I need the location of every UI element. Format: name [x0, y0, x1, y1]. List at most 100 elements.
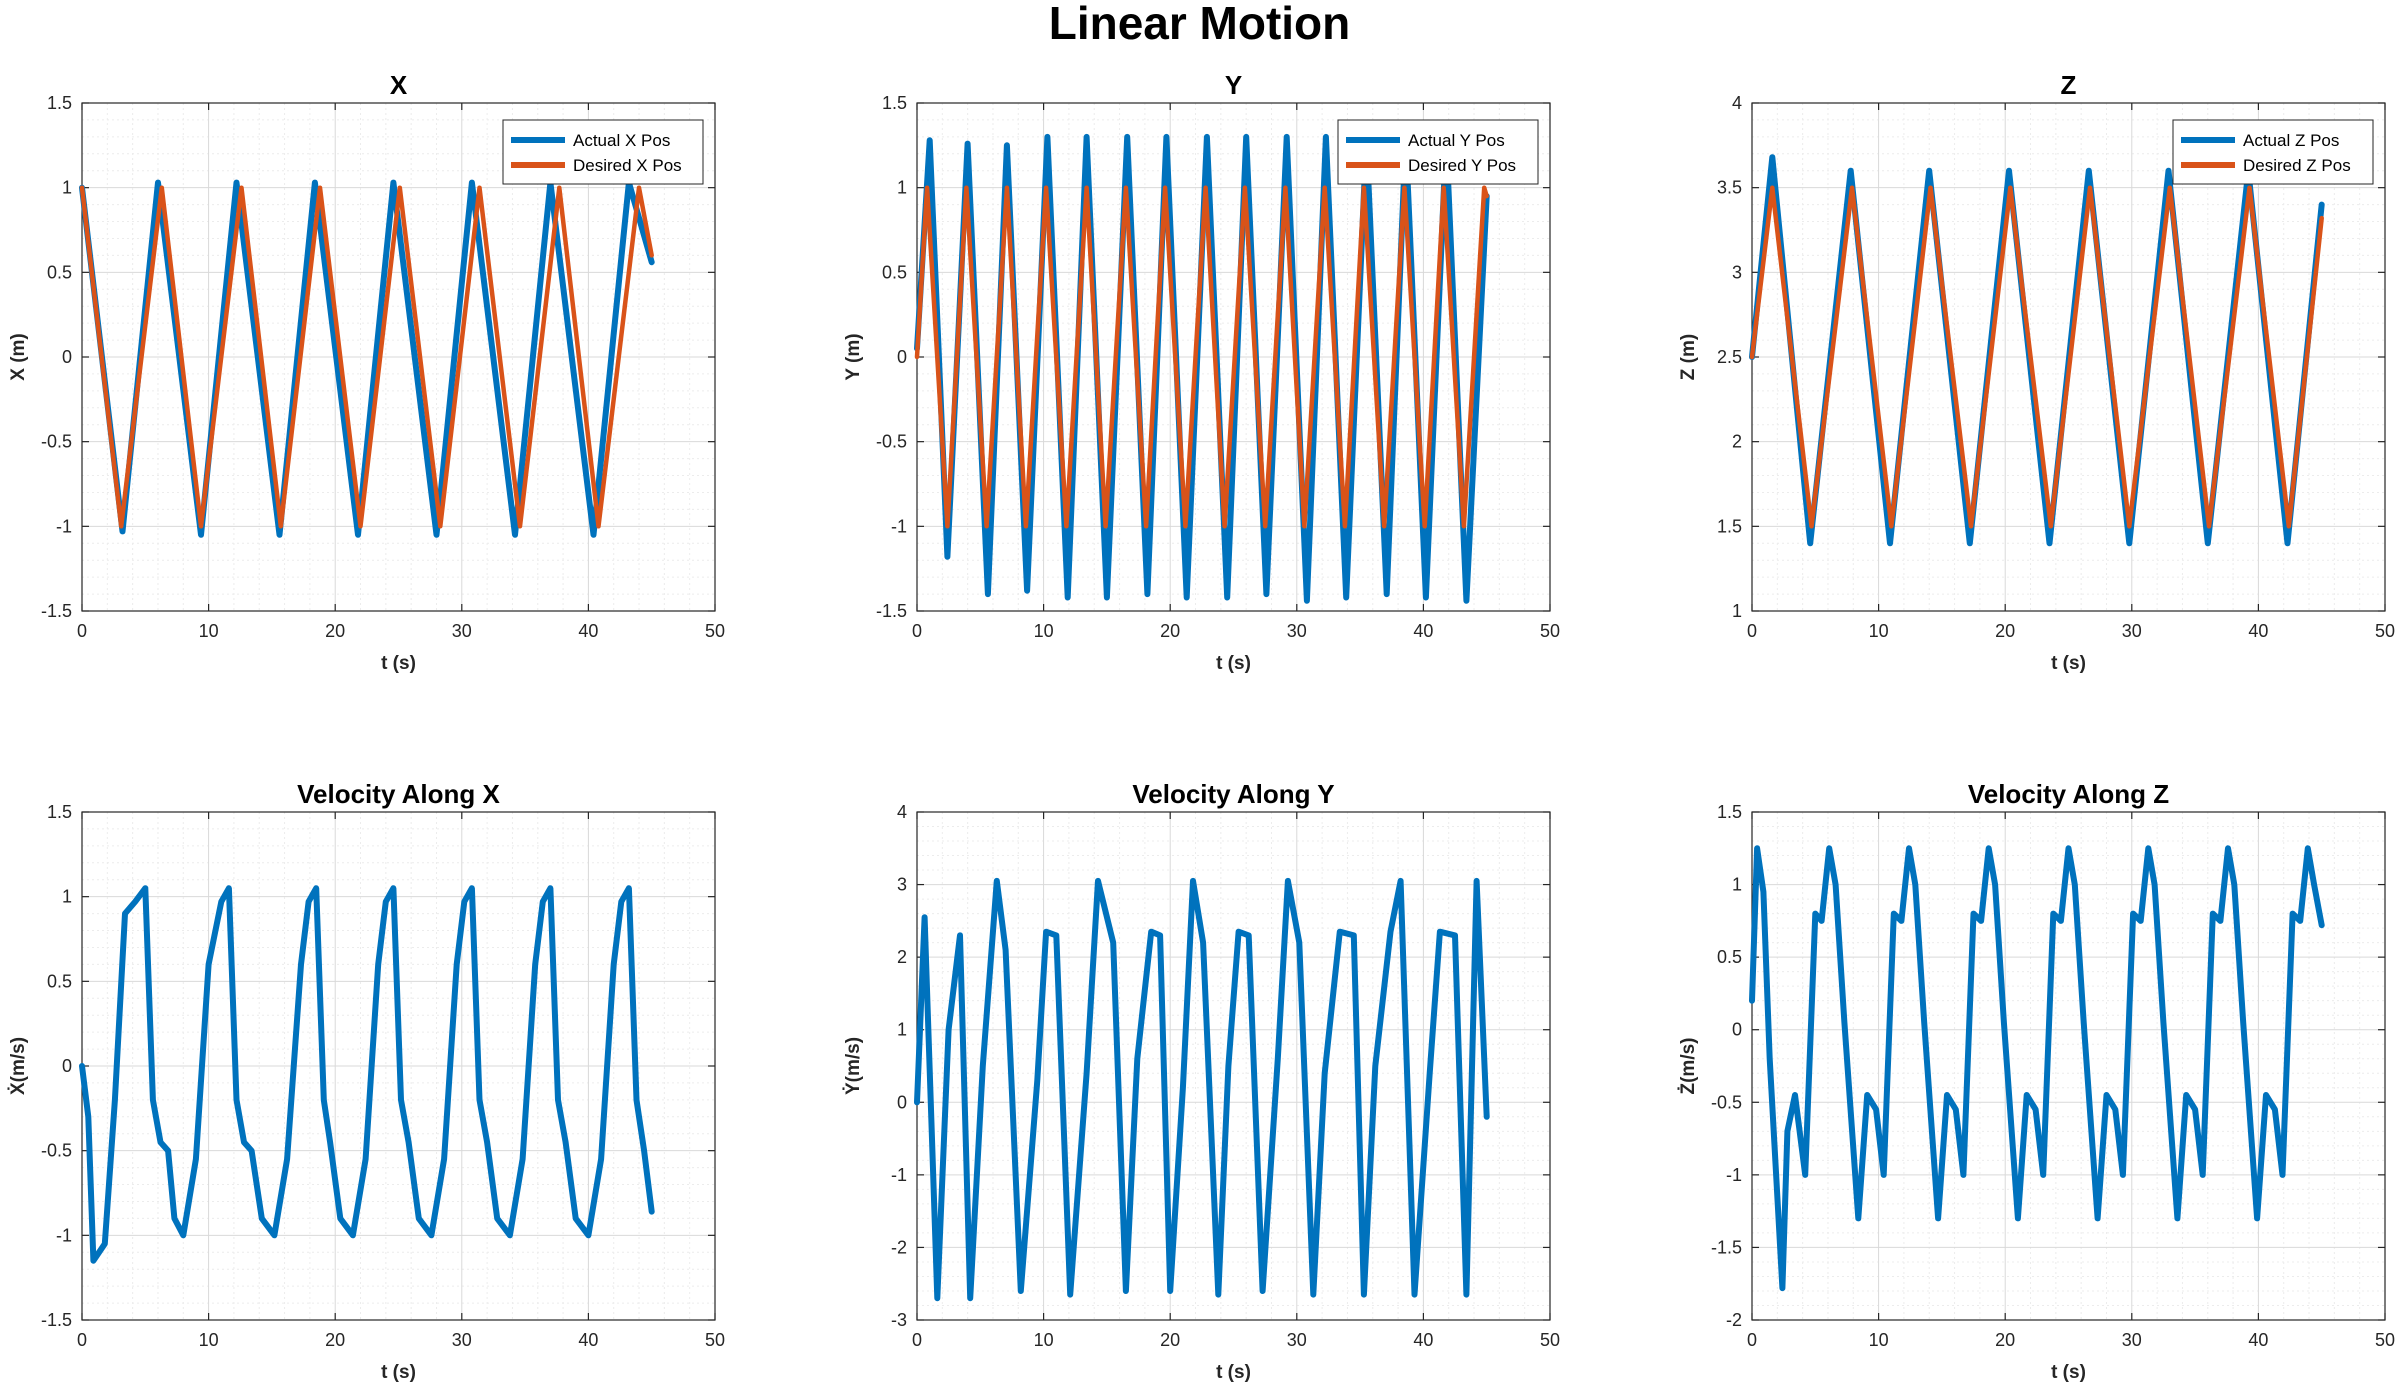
x-tick-label: 30 — [2122, 1330, 2142, 1350]
y-tick-label: 1.5 — [47, 93, 72, 113]
y-tick-label: 1.5 — [47, 802, 72, 822]
y-tick-label: -0.5 — [41, 432, 72, 452]
y-tick-label: -2 — [891, 1237, 907, 1257]
x-tick-label: 30 — [452, 621, 472, 641]
chart-panel-3: 0 10 20 30 40 50 1 1.5 2 2.5 3 3.5 4 Zt (s) Z (m) Actua… — [1678, 70, 2395, 674]
y-tick-label: 1 — [1732, 875, 1742, 895]
chart-panel-6: 0 10 20 30 40 50 -2 -1.5 -1 -0.5 0 0.5 1 1.5 Velocity … — [1678, 779, 2395, 1383]
y-tick-label: 3 — [897, 875, 907, 895]
x-tick-label: 0 — [912, 621, 922, 641]
x-tick-label: 0 — [77, 621, 87, 641]
y-tick-label: 1.5 — [1717, 516, 1742, 536]
x-tick-label: 30 — [2122, 621, 2142, 641]
x-tick-label: 50 — [1540, 621, 1560, 641]
x-tick-label: 50 — [705, 1330, 725, 1350]
y-axis-label: Ż(m/s) — [1678, 1038, 1699, 1095]
y-tick-label: 0 — [897, 347, 907, 367]
y-tick-label: 2 — [1732, 432, 1742, 452]
x-axis-label: t (s) — [2051, 1362, 2086, 1383]
y-axis-label: Y (m) — [843, 333, 864, 380]
x-tick-label: 0 — [1747, 621, 1757, 641]
x-tick-label: 40 — [2248, 1330, 2268, 1350]
chart-title: Z — [2061, 70, 2077, 100]
y-tick-label: -1.5 — [41, 601, 72, 621]
y-tick-label: 3 — [1732, 262, 1742, 282]
legend: Actual Z Pos Desired Z Pos — [2172, 119, 2374, 185]
x-tick-label: 0 — [77, 1330, 87, 1350]
y-tick-label: -0.5 — [1711, 1092, 1742, 1112]
figure-title: Linear Motion — [1048, 0, 1351, 49]
series-line-velocity — [79, 885, 655, 1264]
y-tick-label: -1 — [891, 516, 907, 536]
x-tick-label: 20 — [1995, 621, 2015, 641]
y-tick-label: -1 — [1726, 1165, 1742, 1185]
y-tick-label: 1.5 — [882, 93, 907, 113]
x-tick-label: 10 — [1034, 1330, 1054, 1350]
y-axis-label: Ẏ(m/s) — [843, 1037, 864, 1095]
legend-label: Actual X Pos — [573, 131, 670, 150]
x-axis-label: t (s) — [1216, 1362, 1251, 1383]
x-tick-label: 50 — [2375, 621, 2395, 641]
x-tick-label: 10 — [1869, 621, 1889, 641]
y-axis-label: Ẋ(m/s) — [8, 1037, 29, 1095]
y-tick-label: 0 — [62, 1056, 72, 1076]
y-tick-label: 1.5 — [1717, 802, 1742, 822]
legend-box — [1337, 119, 1539, 185]
y-tick-label: 2.5 — [1717, 347, 1742, 367]
x-tick-label: 50 — [705, 621, 725, 641]
y-tick-label: -0.5 — [876, 432, 907, 452]
x-tick-label: 10 — [1869, 1330, 1889, 1350]
y-tick-label: 0 — [62, 347, 72, 367]
y-tick-label: -1.5 — [1711, 1237, 1742, 1257]
x-tick-label: 40 — [578, 1330, 598, 1350]
legend-box — [2172, 119, 2374, 185]
legend: Actual Y Pos Desired Y Pos — [1337, 119, 1539, 185]
chart-title: Velocity Along Z — [1968, 779, 2169, 809]
y-tick-label: 0 — [1732, 1020, 1742, 1040]
series-line-desired-x-pos — [79, 185, 654, 529]
x-tick-label: 50 — [2375, 1330, 2395, 1350]
y-tick-label: -2 — [1726, 1310, 1742, 1330]
y-tick-label: -1 — [56, 1225, 72, 1245]
y-tick-label: -1 — [56, 516, 72, 536]
legend-label: Desired X Pos — [573, 156, 682, 175]
y-tick-label: 3.5 — [1717, 178, 1742, 198]
chart-title: Y — [1225, 70, 1242, 100]
series-line-desired-z-pos — [1749, 185, 2324, 529]
y-tick-label: 1 — [62, 178, 72, 198]
y-tick-label: -1.5 — [876, 601, 907, 621]
x-tick-label: 0 — [1747, 1330, 1757, 1350]
y-tick-label: 4 — [1732, 93, 1742, 113]
series-line-velocity — [1749, 845, 2325, 1292]
series-line-desired-y-pos — [914, 185, 1489, 529]
y-tick-label: 0.5 — [47, 262, 72, 282]
y-tick-label: 1 — [62, 887, 72, 907]
x-tick-label: 40 — [1413, 1330, 1433, 1350]
series-line-velocity — [914, 877, 1490, 1302]
x-axis-label: t (s) — [381, 653, 416, 674]
chart-title: Velocity Along X — [297, 779, 500, 809]
y-tick-label: -1 — [891, 1165, 907, 1185]
chart-panel-2: 0 10 20 30 40 50 -1.5 -1 -0.5 0 0.5 1 1.5 Yt (s) Y (m)… — [843, 70, 1560, 674]
y-tick-label: 1 — [897, 1020, 907, 1040]
chart-panel-1: 0 10 20 30 40 50 -1.5 -1 -0.5 0 0.5 1 1.5 Xt (s) X (m)… — [8, 70, 725, 674]
x-tick-label: 10 — [199, 1330, 219, 1350]
y-tick-label: 0.5 — [47, 971, 72, 991]
y-axis-label: Z (m) — [1678, 334, 1699, 380]
y-tick-label: -3 — [891, 1310, 907, 1330]
y-tick-label: 1 — [1732, 601, 1742, 621]
chart-title: X — [390, 70, 408, 100]
x-tick-label: 40 — [2248, 621, 2268, 641]
y-tick-label: 0.5 — [1717, 947, 1742, 967]
x-axis-label: t (s) — [2051, 653, 2086, 674]
x-tick-label: 30 — [1287, 1330, 1307, 1350]
chart-panel-5: 0 10 20 30 40 50 -3 -2 -1 0 1 2 3 4 Velocity Along Y t … — [843, 779, 1560, 1383]
x-tick-label: 40 — [578, 621, 598, 641]
y-tick-label: -1.5 — [41, 1310, 72, 1330]
y-tick-label: 1 — [897, 178, 907, 198]
x-tick-label: 20 — [325, 621, 345, 641]
x-tick-label: 10 — [1034, 621, 1054, 641]
legend-label: Actual Z Pos — [2243, 131, 2339, 150]
x-tick-label: 40 — [1413, 621, 1433, 641]
